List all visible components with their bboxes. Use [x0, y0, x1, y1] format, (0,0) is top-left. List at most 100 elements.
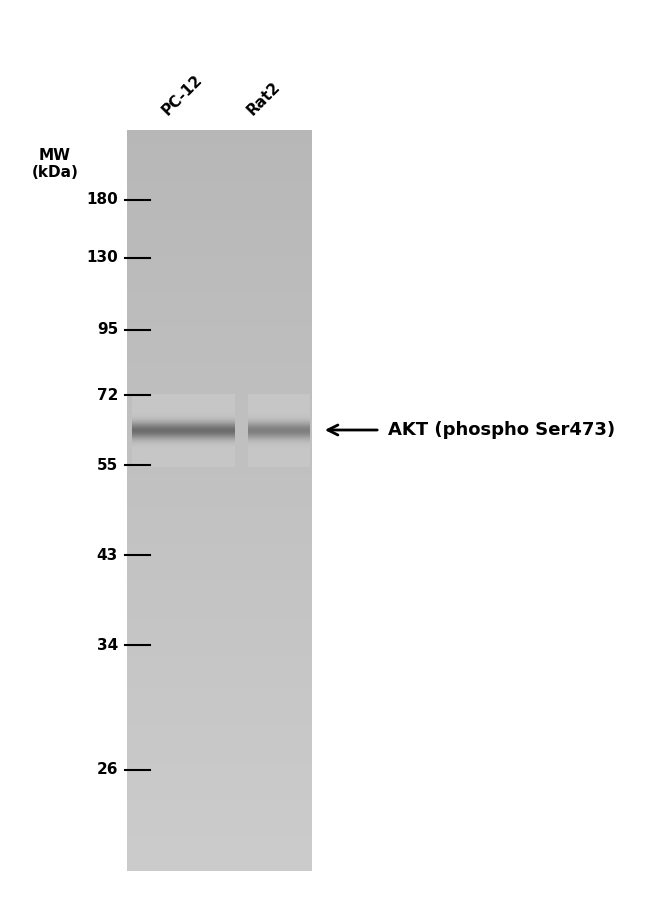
Bar: [127, 585, 312, 590]
Bar: [127, 370, 312, 375]
Bar: [127, 788, 312, 793]
Bar: [127, 622, 312, 627]
Bar: [132, 398, 235, 400]
Bar: [132, 453, 235, 454]
Bar: [127, 160, 312, 164]
Bar: [127, 766, 312, 771]
Bar: [132, 396, 235, 397]
Bar: [127, 785, 312, 789]
Bar: [132, 417, 235, 419]
Bar: [127, 615, 312, 619]
Bar: [127, 833, 312, 837]
Bar: [132, 451, 235, 452]
Bar: [127, 274, 312, 278]
Bar: [248, 403, 310, 404]
Bar: [248, 396, 310, 397]
Bar: [127, 800, 312, 804]
Bar: [132, 430, 235, 431]
Bar: [127, 596, 312, 600]
Bar: [248, 395, 310, 396]
Bar: [127, 512, 312, 515]
Bar: [127, 748, 312, 752]
Bar: [127, 670, 312, 675]
Bar: [248, 460, 310, 461]
Bar: [127, 722, 312, 727]
Bar: [132, 450, 235, 451]
Bar: [248, 465, 310, 467]
Bar: [248, 461, 310, 462]
Bar: [127, 500, 312, 504]
Bar: [127, 855, 312, 860]
Bar: [127, 448, 312, 453]
Bar: [127, 745, 312, 748]
Bar: [248, 420, 310, 421]
Bar: [127, 692, 312, 697]
Bar: [127, 626, 312, 630]
Bar: [132, 460, 235, 461]
Bar: [248, 452, 310, 453]
Bar: [127, 485, 312, 490]
Bar: [248, 454, 310, 455]
Bar: [127, 688, 312, 693]
Bar: [127, 685, 312, 689]
Bar: [248, 455, 310, 457]
Bar: [132, 456, 235, 458]
Bar: [127, 315, 312, 319]
Bar: [127, 400, 312, 405]
Bar: [132, 399, 235, 401]
Text: 95: 95: [97, 323, 118, 337]
Bar: [127, 178, 312, 182]
Bar: [132, 427, 235, 429]
Text: PC-12: PC-12: [159, 72, 205, 118]
Text: 26: 26: [96, 763, 118, 777]
Bar: [127, 200, 312, 204]
Bar: [127, 256, 312, 260]
Bar: [132, 436, 235, 438]
Bar: [127, 567, 312, 571]
Bar: [248, 398, 310, 400]
Bar: [127, 522, 312, 526]
Bar: [127, 603, 312, 608]
Bar: [127, 190, 312, 193]
Bar: [127, 245, 312, 249]
Bar: [127, 589, 312, 593]
Bar: [132, 425, 235, 426]
Bar: [127, 152, 312, 156]
Bar: [127, 167, 312, 171]
Bar: [248, 409, 310, 411]
Bar: [248, 434, 310, 435]
Bar: [132, 463, 235, 464]
Bar: [248, 413, 310, 414]
Bar: [127, 270, 312, 275]
Bar: [132, 444, 235, 445]
Bar: [248, 416, 310, 418]
Bar: [127, 652, 312, 656]
Bar: [132, 446, 235, 448]
Bar: [248, 423, 310, 424]
Bar: [127, 637, 312, 641]
Bar: [127, 130, 312, 134]
Bar: [248, 411, 310, 412]
Bar: [248, 430, 310, 431]
Bar: [127, 777, 312, 782]
Bar: [248, 407, 310, 409]
Bar: [132, 428, 235, 430]
Bar: [127, 704, 312, 707]
Bar: [127, 740, 312, 745]
Bar: [127, 130, 312, 870]
Bar: [248, 415, 310, 416]
Bar: [127, 318, 312, 323]
Bar: [127, 503, 312, 508]
Bar: [127, 729, 312, 734]
Text: Rat2: Rat2: [244, 79, 283, 118]
Bar: [248, 456, 310, 458]
Bar: [248, 418, 310, 420]
Bar: [127, 363, 312, 367]
Bar: [132, 465, 235, 467]
Bar: [127, 234, 312, 238]
Text: 72: 72: [97, 387, 118, 403]
Text: 55: 55: [97, 457, 118, 473]
Bar: [127, 378, 312, 382]
Bar: [127, 356, 312, 360]
Bar: [127, 259, 312, 264]
